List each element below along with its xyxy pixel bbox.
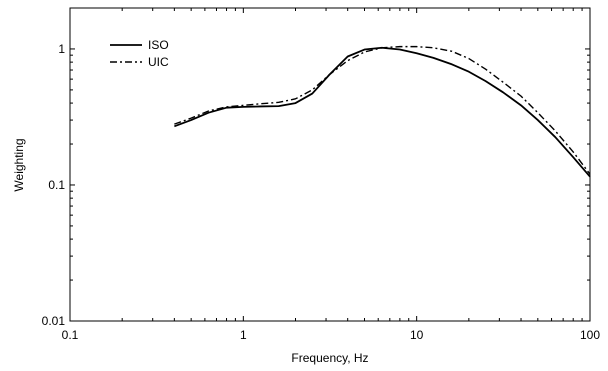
- x-axis-label: Frequency, Hz: [291, 351, 368, 365]
- legend-label-uic: UIC: [148, 55, 169, 69]
- series-layer: [174, 45, 591, 178]
- legend: ISO UIC: [110, 38, 169, 69]
- series-line-iso: [174, 46, 591, 178]
- y-axis-label: Weighting: [12, 138, 26, 191]
- x-tick-label: 1: [240, 328, 247, 342]
- legend-label-iso: ISO: [148, 38, 169, 52]
- y-tick-label: 0.01: [42, 314, 66, 328]
- series-line-uic: [174, 45, 591, 175]
- plot-frame: [69, 7, 591, 322]
- x-tick-label: 100: [580, 328, 600, 342]
- y-tick-label: 0.1: [48, 178, 65, 192]
- axis-ticks: [69, 7, 590, 322]
- x-tick-label: 0.1: [62, 328, 79, 342]
- y-tick-label: 1: [58, 42, 65, 56]
- x-tick-label: 10: [410, 328, 424, 342]
